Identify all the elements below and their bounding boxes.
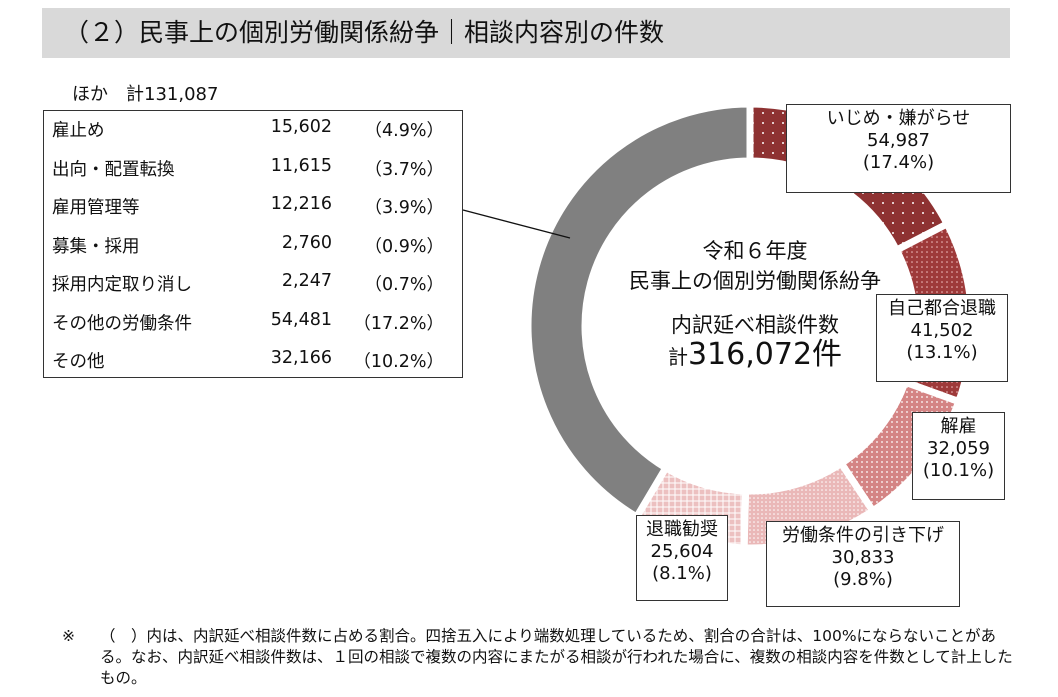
slice-label: 労働条件の引き下げ <box>782 525 944 546</box>
slice-value-text: 25,604 <box>650 541 714 562</box>
table-row: 雇止め 15,602 （4.9%） <box>52 117 452 141</box>
slice-label: 自己都合退職 41,502 (13.1%) <box>876 294 1008 382</box>
row-label: 雇用管理等 <box>52 198 140 218</box>
slice-pct-text: (9.8%) <box>833 569 893 590</box>
table-row: 採用内定取り消し 2,247 （0.7%） <box>52 271 452 295</box>
row-value: 12,216 <box>270 194 332 214</box>
slice-label: 労働条件の引き下げ 30,833 (9.8%) <box>766 521 960 607</box>
row-label: 採用内定取り消し <box>52 275 192 295</box>
table-row: 募集・採用 2,760 （0.9%） <box>52 233 452 257</box>
center-year: 令和６年度 <box>702 239 808 263</box>
footnote-text: （ ）内は、内訳延べ相談件数に占める割合。四捨五入により端数処理しているため、割… <box>100 627 1013 687</box>
table-row: 雇用管理等 12,216 （3.9%） <box>52 194 452 218</box>
slice-pct-text: (13.1%) <box>906 342 978 363</box>
slice-label: いじめ・嫌がらせ 54,987 (17.4%) <box>786 104 1011 193</box>
others-total: ほか 計131,087 <box>72 84 219 105</box>
row-pct: （3.7%） <box>364 159 444 180</box>
row-label: その他の労働条件 <box>52 313 192 334</box>
row-label: 雇止め <box>52 121 105 141</box>
row-value: 2,247 <box>281 271 332 291</box>
page-title: （２）民事上の個別労働関係紛争｜相談内容別の件数 <box>42 8 1010 58</box>
slice-pct-text: (17.4%) <box>862 152 935 173</box>
table-row: その他 32,166 （10.2%） <box>52 348 452 372</box>
row-value: 32,166 <box>270 348 332 368</box>
others-breakdown-table: 雇止め 15,602 （4.9%） 出向・配置転換 11,615 （3.7%） 雇用管理等 1… <box>43 110 463 378</box>
table-row: その他の労働条件 54,481 （17.2%） <box>52 310 452 334</box>
center-subject: 民事上の個別労働関係紛争 <box>629 269 881 293</box>
slice-value-text: 54,987 <box>867 130 930 151</box>
slice-label: いじめ・嫌がらせ <box>826 108 971 129</box>
slice-label: 退職勧奨 25,604 (8.1%) <box>636 515 728 601</box>
row-pct: （4.9%） <box>364 121 444 141</box>
center-total-prefix: 計 <box>667 345 688 369</box>
row-pct: （0.9%） <box>364 236 444 257</box>
center-caption: 内訳延べ相談件数 <box>671 313 839 337</box>
slice-pct-text: (8.1%) <box>652 563 712 584</box>
row-pct: （10.2%） <box>353 352 444 372</box>
row-label: その他 <box>52 352 105 372</box>
chart-center-label: 令和６年度 民事上の個別労働関係紛争 内訳延べ相談件数 計316,072件 <box>600 236 910 372</box>
row-label: 出向・配置転換 <box>52 159 175 180</box>
slice-label: 自己都合退職 <box>888 298 996 319</box>
slice-value-text: 32,059 <box>927 438 990 459</box>
row-value: 11,615 <box>270 155 332 176</box>
row-value: 15,602 <box>270 117 332 137</box>
table-row: 出向・配置転換 11,615 （3.7%） <box>52 156 452 180</box>
slice-label: 解雇 <box>940 416 977 437</box>
row-pct: （3.9%） <box>364 198 444 218</box>
row-label: 募集・採用 <box>52 236 140 257</box>
slice-label: 解雇 32,059 (10.1%) <box>912 412 1005 500</box>
leader-line <box>462 209 571 239</box>
footnote-mark: ※ <box>62 627 75 645</box>
slice-label: 退職勧奨 <box>646 519 718 540</box>
row-pct: （0.7%） <box>364 275 444 295</box>
center-total: 316,072件 <box>687 337 843 372</box>
slice-value-text: 30,833 <box>831 547 895 568</box>
donut-slice <box>524 100 754 522</box>
slice-pct-text: (10.1%) <box>922 460 995 481</box>
row-value: 2,760 <box>281 232 332 253</box>
row-value: 54,481 <box>270 309 332 330</box>
slice-value-text: 41,502 <box>910 320 974 341</box>
row-pct: （17.2%） <box>353 313 444 334</box>
